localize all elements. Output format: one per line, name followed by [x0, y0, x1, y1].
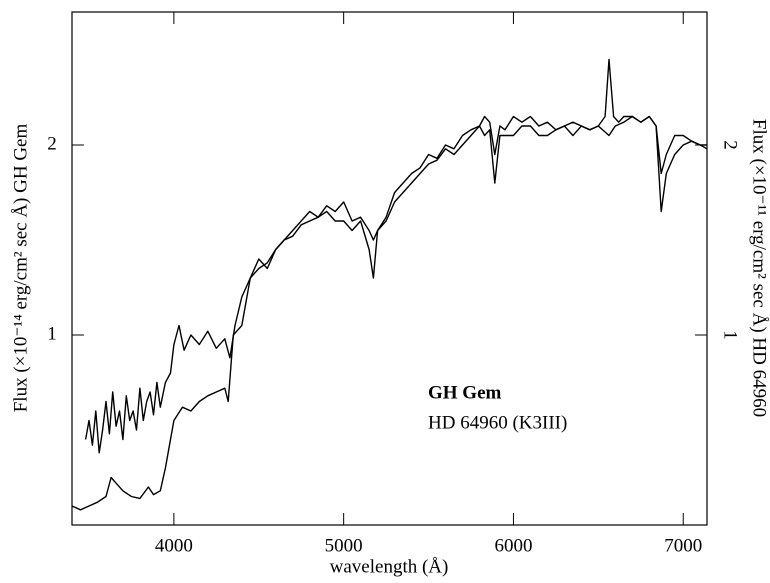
x-tick-label: 5000: [325, 535, 363, 556]
y2-axis-label: Flux (×10⁻¹¹ erg/cm² sec Å) HD 64960: [749, 119, 770, 417]
x-axis-label: wavelength (Å): [330, 556, 449, 577]
x-tick-label: 7000: [664, 535, 702, 556]
y-tick-label: 1: [47, 323, 57, 344]
legend-label: HD 64960 (K3III): [428, 412, 567, 433]
y-axis-label: Flux (×10⁻¹⁴ erg/cm² sec Å) GH Gem: [10, 124, 31, 413]
spectrum-line: [71, 115, 708, 511]
legend-label: GH Gem: [428, 382, 502, 403]
y-tick-label: 2: [47, 133, 57, 154]
plot-frame: [71, 11, 708, 526]
y2-tick-label: 1: [720, 330, 741, 340]
x-tick-label: 6000: [494, 535, 532, 556]
spectrum-line: [84, 58, 707, 454]
x-tick-label: 4000: [155, 535, 193, 556]
y2-tick-label: 2: [720, 140, 741, 150]
